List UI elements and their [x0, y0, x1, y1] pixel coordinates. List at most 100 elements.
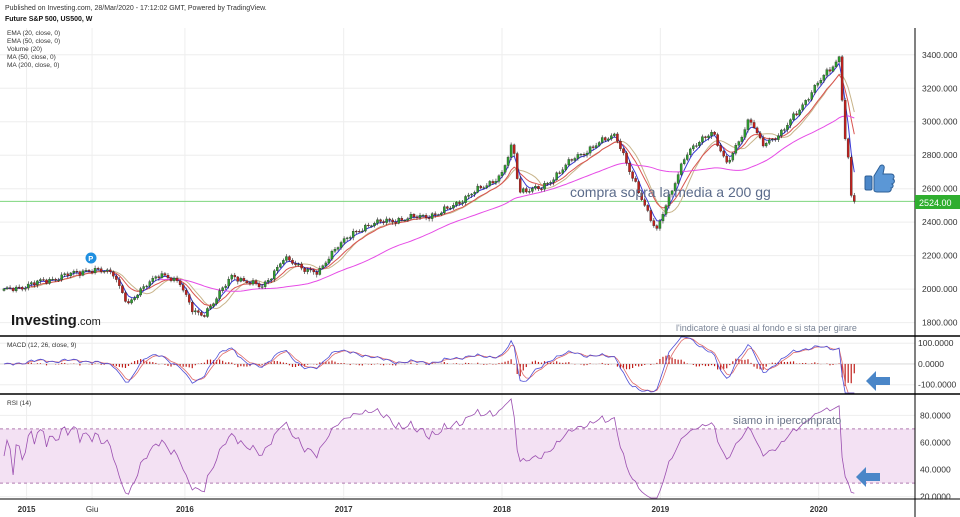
- logo-investing: Investing: [11, 312, 77, 329]
- candle-body: [555, 172, 558, 180]
- candle-body: [591, 146, 595, 148]
- legend-ema50: EMA (50, close, 0): [7, 38, 60, 45]
- candle-body: [36, 280, 39, 286]
- candle-body: [440, 212, 443, 215]
- candle-body: [461, 202, 464, 204]
- candle-body: [90, 271, 94, 274]
- candle-body: [279, 263, 282, 268]
- candle-body: [391, 219, 394, 223]
- candle-body: [84, 270, 88, 272]
- candle-body: [549, 182, 552, 184]
- axis-labels: 1800.000 2000.000 2200.000 2400.000 2600.000…: [18, 50, 958, 514]
- candle-body: [297, 263, 300, 265]
- candle-body: [269, 278, 273, 281]
- candle-body: [397, 218, 401, 224]
- time-tick-label: Giu: [86, 505, 98, 514]
- candle-body: [767, 139, 771, 144]
- candle-body: [846, 138, 850, 158]
- candle-body: [118, 279, 121, 286]
- candle-body: [613, 133, 616, 136]
- candle-body: [321, 265, 325, 269]
- candle-body: [187, 294, 191, 303]
- candle-body: [336, 247, 340, 250]
- candle-body: [670, 190, 674, 195]
- candle-body: [579, 154, 583, 156]
- candle-body: [543, 183, 546, 190]
- candle-body: [309, 269, 312, 271]
- candle-body: [45, 279, 48, 284]
- candle-body: [312, 269, 315, 273]
- price-tick-label: 2400.000: [922, 217, 958, 227]
- candle-body: [746, 119, 750, 130]
- candle-body: [640, 192, 643, 200]
- pivot-marker-icon[interactable]: [85, 252, 97, 264]
- candle-body: [710, 131, 713, 137]
- candle-body: [54, 278, 57, 281]
- rsi-tick-label: 60.0000: [920, 437, 951, 447]
- candle-body: [655, 225, 659, 229]
- candle-body: [458, 202, 461, 204]
- candle-body: [245, 280, 249, 284]
- candle-body: [430, 213, 434, 219]
- candle-body: [218, 290, 221, 299]
- candle-body: [184, 290, 188, 295]
- candle-body: [837, 56, 841, 63]
- candle-body: [273, 270, 276, 280]
- candle-body: [512, 144, 516, 154]
- candle-body: [497, 175, 501, 182]
- candle-body: [585, 152, 589, 156]
- annotation-macd: l'indicatore è quasi al fondo e si sta p…: [676, 323, 857, 333]
- candle-body: [685, 154, 689, 160]
- candle-body: [743, 129, 747, 138]
- candle-body: [716, 134, 719, 146]
- candle-body: [582, 154, 586, 156]
- rsi-tick-label: 80.0000: [920, 410, 951, 420]
- candle-body: [412, 214, 416, 217]
- candle-body: [339, 242, 343, 248]
- published-line: Published on Investing.com, 28/Mar/2020 …: [5, 5, 267, 12]
- candle-body: [570, 159, 574, 161]
- candle-body: [60, 274, 63, 281]
- candle-body: [254, 280, 258, 284]
- candle-body: [464, 196, 467, 203]
- candle-body: [251, 280, 255, 285]
- macd-line: [3, 336, 855, 394]
- candle-body: [755, 127, 759, 134]
- candle-body: [224, 285, 227, 288]
- candle-body: [163, 273, 167, 276]
- candle-body: [376, 219, 379, 224]
- candle-body: [752, 122, 756, 129]
- candle-body: [449, 207, 452, 209]
- candle-body: [622, 148, 625, 154]
- candle-body: [758, 132, 762, 139]
- candle-body: [160, 273, 164, 278]
- candle-body: [831, 66, 835, 72]
- candle-body: [257, 283, 261, 288]
- candle-body: [388, 218, 391, 221]
- macd-panel-series: [0, 336, 915, 394]
- macd-tick-label: 0.0000: [918, 359, 944, 369]
- rsi-panel-series: [3, 398, 855, 499]
- candle-body: [133, 297, 136, 300]
- candle-body: [300, 263, 303, 269]
- time-tick-label: 2020: [810, 505, 828, 514]
- candle-body: [749, 119, 753, 123]
- candle-body: [124, 292, 127, 302]
- candle-body: [801, 104, 804, 111]
- candle-body: [777, 135, 780, 140]
- candle-body: [761, 137, 765, 147]
- macd-tick-label: -100.0000: [918, 380, 957, 390]
- candle-body: [33, 282, 36, 286]
- candle-body: [610, 135, 613, 140]
- candle-body: [81, 270, 85, 276]
- candle-body: [194, 310, 197, 313]
- candle-body: [737, 141, 741, 146]
- candle-body: [828, 69, 832, 72]
- candle-body: [115, 275, 118, 280]
- candle-body: [734, 144, 738, 154]
- price-tick-label: 2800.000: [922, 150, 958, 160]
- candle-body: [719, 145, 722, 152]
- candle-body: [813, 85, 817, 93]
- candle-body: [27, 283, 30, 289]
